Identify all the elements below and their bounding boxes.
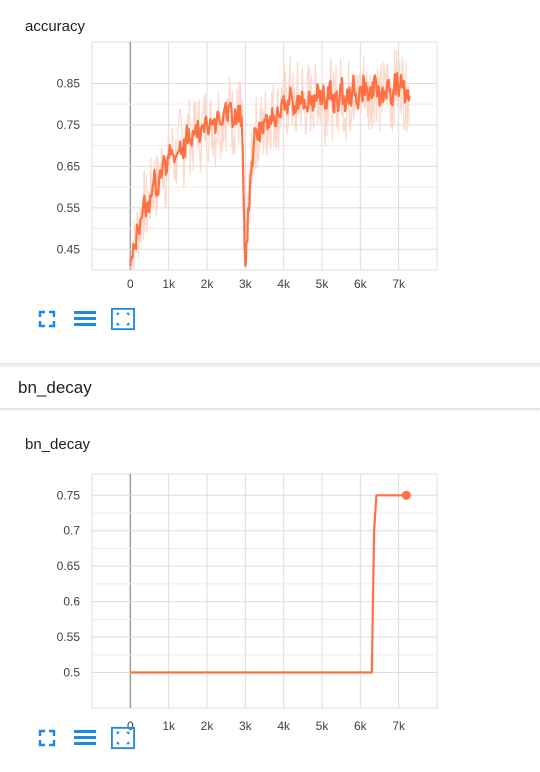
fit-domain-icon[interactable]	[111, 307, 135, 331]
list-icon[interactable]	[73, 307, 97, 331]
y-tick-label: 0.65	[57, 159, 81, 173]
accuracy-chart: 0 1k 2k 3k 4k 5k 6k 7k 0.45 0.55 0.65 0.75 0.85	[57, 41, 438, 291]
y-tick-label: 0.75	[57, 488, 81, 502]
section-header[interactable]: bn_decay	[0, 370, 540, 408]
x-tick-label: 5k	[316, 277, 330, 291]
x-tick-label: 6k	[354, 719, 368, 733]
y-tick-label: 0.65	[57, 559, 81, 573]
y-tick-label: 0.6	[63, 595, 80, 609]
y-tick-label: 0.55	[57, 630, 81, 644]
fullscreen-icon[interactable]	[35, 307, 59, 331]
y-tick-label: 0.55	[57, 201, 81, 215]
x-tick-label: 6k	[354, 277, 368, 291]
x-tick-label: 3k	[239, 277, 253, 291]
plot-frame	[91, 473, 438, 709]
list-icon[interactable]	[73, 726, 97, 750]
x-tick-label: 3k	[239, 719, 253, 733]
y-tick-label: 0.85	[57, 76, 81, 90]
section-divider	[0, 363, 540, 367]
fullscreen-icon[interactable]	[35, 726, 59, 750]
raw-series-line	[129, 49, 410, 270]
x-tick-label: 4k	[277, 719, 291, 733]
x-tick-label: 5k	[316, 719, 330, 733]
bn-decay-card: bn_decay 0 1k 2k 3k 4k 5k 6k 7k 0.5 0.55 0.6 0.65 0.…	[0, 420, 540, 772]
x-tick-label: 4k	[277, 277, 291, 291]
section-title: bn_decay	[18, 378, 92, 397]
x-tick-label: 0	[127, 277, 134, 291]
y-tick-label: 0.7	[63, 524, 80, 538]
fit-domain-icon[interactable]	[111, 726, 135, 750]
x-tick-label: 2k	[201, 719, 215, 733]
x-tick-label: 0	[127, 719, 134, 733]
series-line	[129, 72, 411, 267]
x-tick-label: 7k	[392, 277, 406, 291]
y-tick-label: 0.5	[63, 666, 80, 680]
series-endpoint-marker	[401, 490, 411, 500]
accuracy-card: accuracy 0 1k 2k 3k 4k 5k 6k 7k 0.45 0.55 0.65 0.75…	[0, 0, 540, 360]
x-tick-label: 7k	[392, 719, 406, 733]
y-tick-label: 0.75	[57, 118, 81, 132]
y-tick-label: 0.45	[57, 242, 81, 256]
bn-decay-chart: 0 1k 2k 3k 4k 5k 6k 7k 0.5 0.55 0.6 0.65 0.7 0.75	[57, 473, 438, 733]
series-line	[130, 494, 407, 674]
chart-title: accuracy	[25, 18, 86, 35]
x-tick-label: 1k	[162, 277, 176, 291]
chart-title: bn_decay	[25, 436, 91, 453]
x-tick-label: 1k	[162, 719, 176, 733]
plot-frame	[91, 41, 438, 271]
x-tick-label: 2k	[201, 277, 215, 291]
